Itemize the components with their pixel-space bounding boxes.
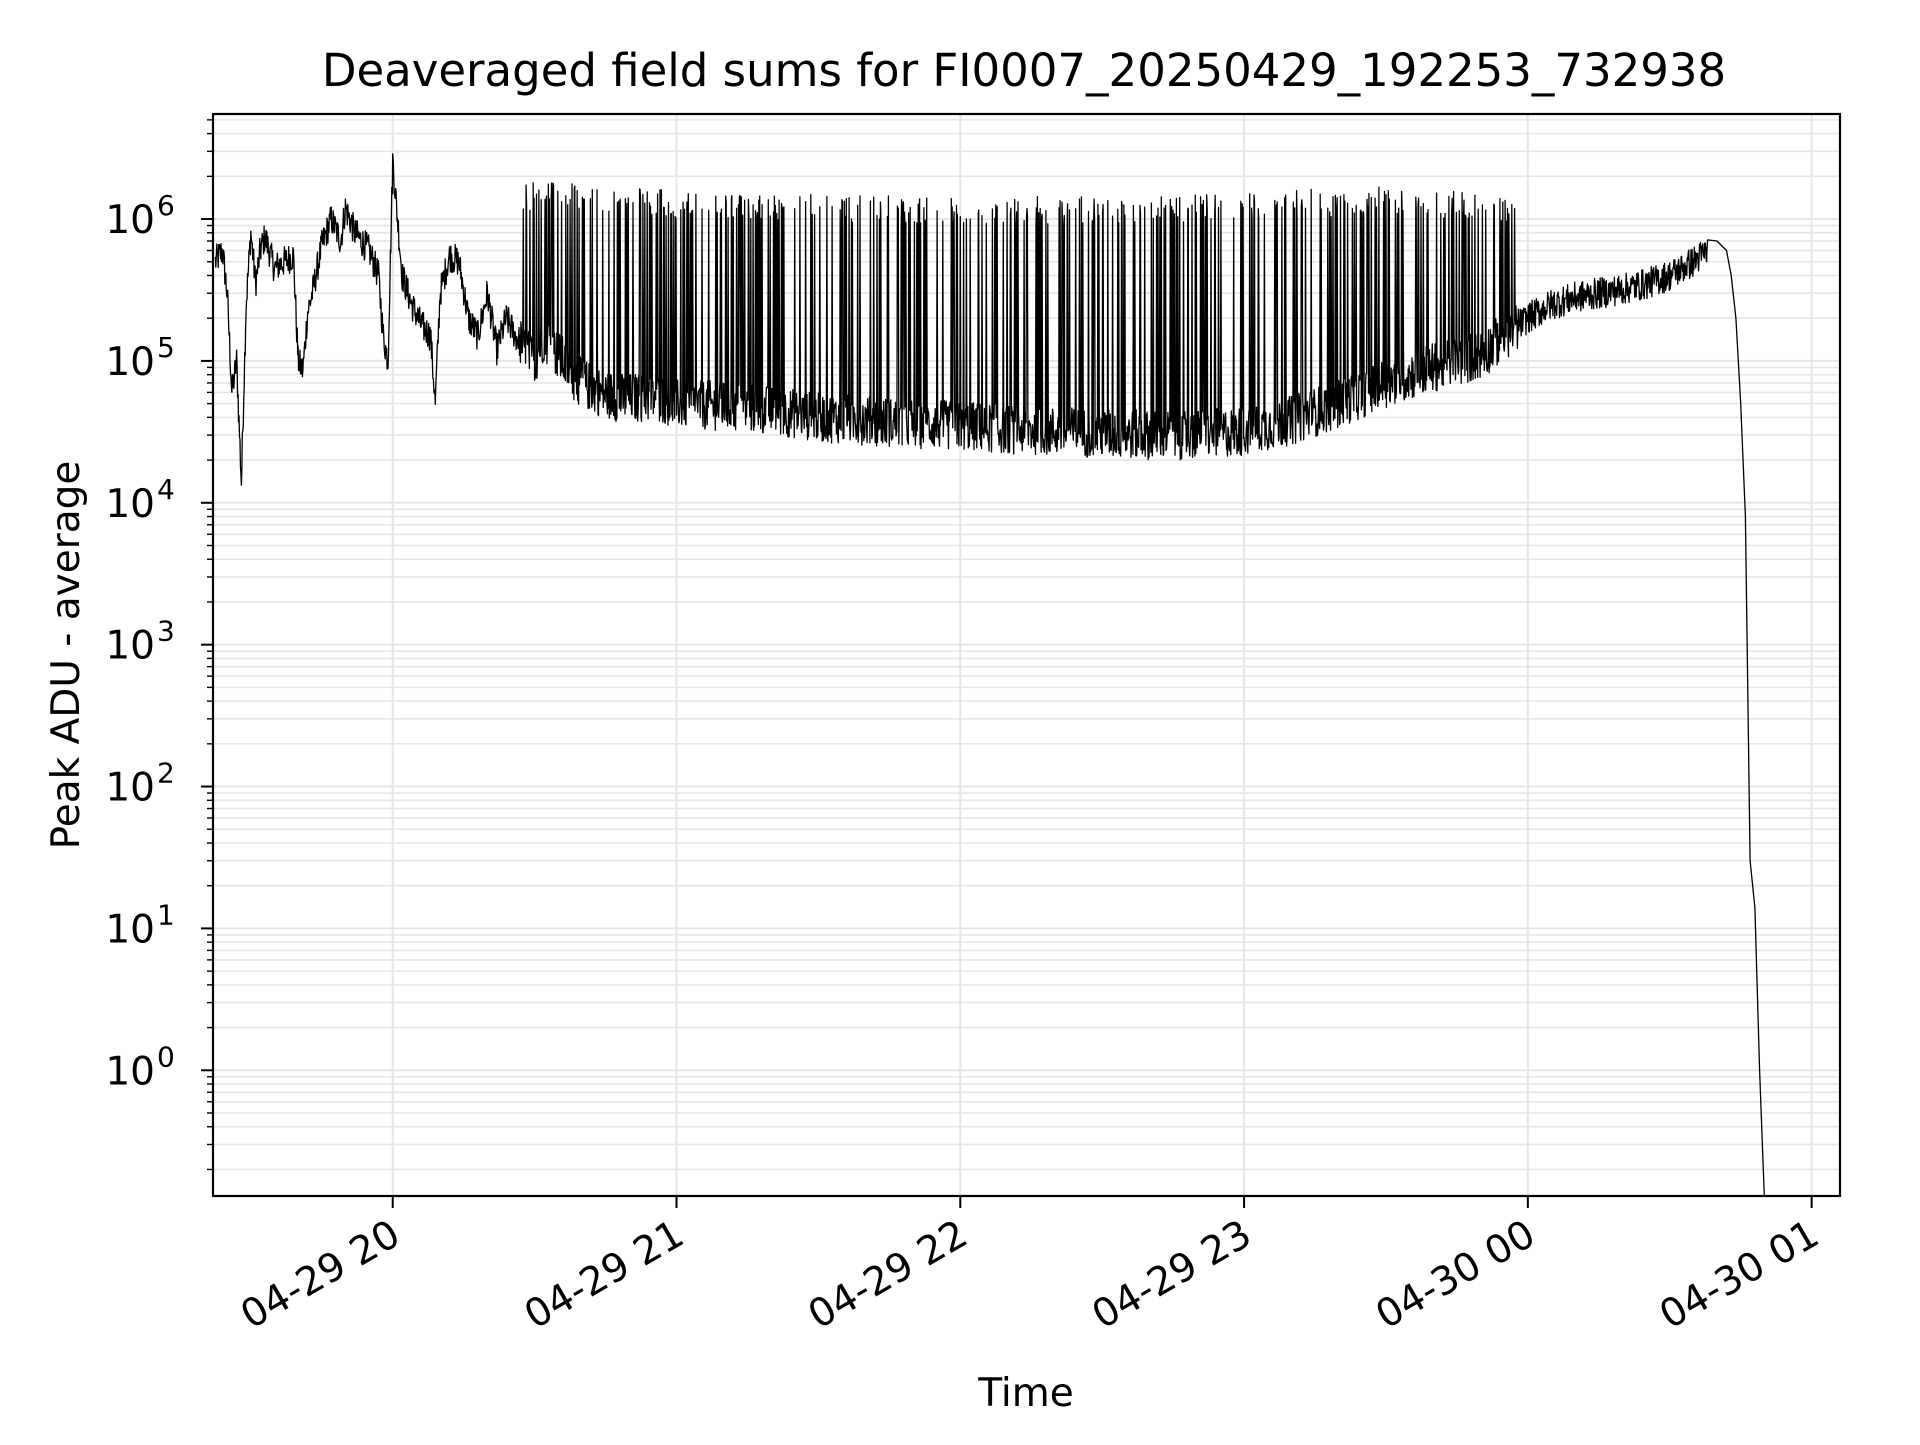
y-tick-label: 10 xyxy=(105,766,155,811)
y-tick-exponent: 1 xyxy=(157,898,175,931)
y-axis-label: Peak ADU - average xyxy=(44,461,89,850)
chart-title: Deaveraged field sums for FI0007_2025042… xyxy=(322,44,1726,97)
y-tick-exponent: 2 xyxy=(157,757,175,790)
grid xyxy=(213,114,1840,1196)
y-tick-label: 10 xyxy=(105,198,155,243)
plot-frame xyxy=(211,112,1842,1198)
y-tick-exponent: 4 xyxy=(157,473,175,506)
x-axis-label: Time xyxy=(977,1371,1073,1416)
y-tick-exponent: 5 xyxy=(157,331,175,364)
y-tick-label: 10 xyxy=(105,482,155,527)
series-line xyxy=(214,153,1779,1197)
y-tick-exponent: 3 xyxy=(157,615,175,648)
y-tick-label: 10 xyxy=(105,907,155,952)
y-tick-label: 10 xyxy=(105,340,155,385)
y-tick-label: 10 xyxy=(105,1049,155,1094)
y-tick-exponent: 0 xyxy=(157,1040,175,1073)
y-tick-label: 10 xyxy=(105,624,155,669)
y-tick-exponent: 6 xyxy=(157,189,175,222)
plot-area xyxy=(214,153,1779,1197)
